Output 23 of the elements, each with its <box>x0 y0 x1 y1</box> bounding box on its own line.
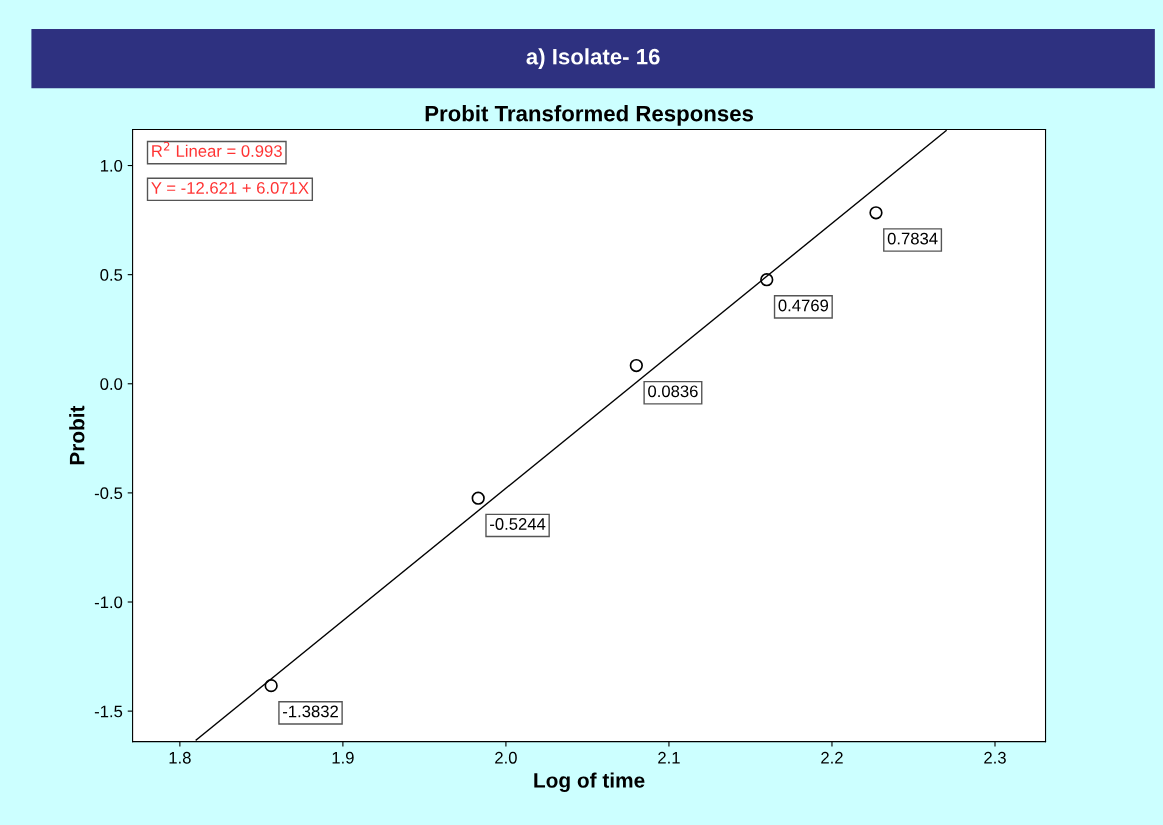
y-tick-label: -0.5 <box>94 487 123 500</box>
data-label: 0.4769 <box>778 299 829 312</box>
x-axis-title: Log of time <box>534 772 645 792</box>
data-label: 0.0836 <box>648 385 698 398</box>
x-tick-label: 2.2 <box>821 751 843 764</box>
x-tick-label: 1.9 <box>332 751 354 764</box>
x-tick-label: 2.0 <box>495 751 517 764</box>
data-label: -1.3832 <box>283 705 338 718</box>
annotation: R$^{2}$ Linear = 0.993 <box>152 141 282 157</box>
data-label: 0.7834 <box>887 232 938 245</box>
chart-title: a) Isolate- 16 <box>526 48 660 69</box>
x-tick-label: 2.1 <box>658 751 680 764</box>
y-axis-title: Probit <box>69 405 85 465</box>
x-tick-label: 2.3 <box>984 751 1006 764</box>
chart-subtitle: Probit Transformed Responses <box>425 105 754 126</box>
y-tick-label: 0.5 <box>100 269 123 281</box>
data-label: -0.5244 <box>490 518 546 530</box>
y-tick-label: 1.0 <box>100 159 123 172</box>
annotation: Y = -12.621 + 6.071X <box>151 182 309 194</box>
y-tick-label: 0.0 <box>100 378 123 390</box>
y-tick-label: -1.0 <box>94 596 123 609</box>
y-tick-label: -1.5 <box>94 705 123 718</box>
x-tick-label: 1.8 <box>169 751 191 764</box>
